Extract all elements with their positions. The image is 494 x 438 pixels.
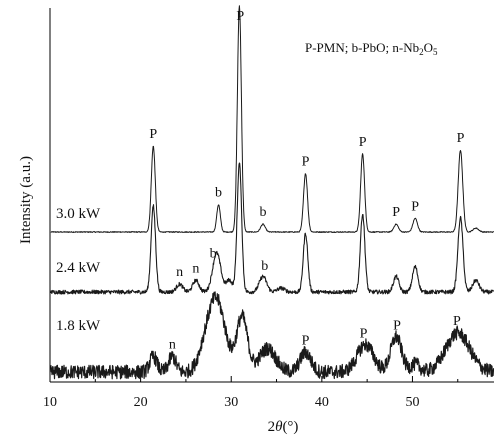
peak-annotation: P xyxy=(149,127,157,142)
x-axis-label: 2θ(°) xyxy=(268,419,299,435)
series-label: 2.4 kW xyxy=(56,260,101,276)
peak-annotation: n xyxy=(192,261,199,276)
x-tick-label: 50 xyxy=(405,395,419,410)
peak-annotation: P xyxy=(302,155,310,170)
peak-annotation: P xyxy=(457,131,465,146)
peak-annotation: b xyxy=(259,205,266,220)
series-label: 1.8 kW xyxy=(56,318,101,334)
series-label: 3.0 kW xyxy=(56,206,101,222)
peak-annotation: P xyxy=(453,314,461,329)
peak-annotation: n xyxy=(176,265,183,280)
peak-annotation: b xyxy=(215,186,222,201)
peak-annotation: P xyxy=(411,199,419,214)
peak-annotation: n xyxy=(169,337,176,352)
series-line xyxy=(50,291,494,380)
x-tick-label: 30 xyxy=(224,395,238,410)
peak-annotation: b xyxy=(261,259,268,274)
series-line xyxy=(50,162,494,295)
peak-annotation: P xyxy=(392,205,400,220)
y-axis-label: Intensity (a.u.) xyxy=(18,156,34,244)
peak-annotation: P xyxy=(393,318,401,333)
peak-annotation: P xyxy=(302,333,310,348)
peak-annotation: P xyxy=(360,326,368,341)
series-line xyxy=(50,5,494,233)
peak-annotation: b xyxy=(210,247,217,262)
x-tick-label: 40 xyxy=(315,395,329,410)
peak-annotation: P xyxy=(359,135,367,150)
x-tick-label: 10 xyxy=(43,395,57,410)
x-tick-label: 20 xyxy=(134,395,148,410)
phase-legend-note: P-PMN; b-PbO; n-Nb2O5 xyxy=(305,40,438,57)
peak-annotation: P xyxy=(236,9,244,24)
